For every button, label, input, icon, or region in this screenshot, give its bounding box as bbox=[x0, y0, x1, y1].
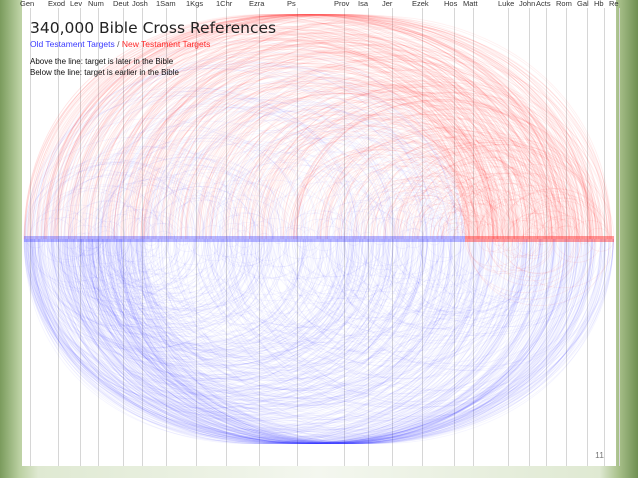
book-divider bbox=[98, 8, 99, 466]
book-label-ezra: Ezra bbox=[249, 0, 265, 8]
book-divider bbox=[30, 8, 31, 466]
book-label-num: Num bbox=[88, 0, 104, 8]
book-label-ps: Ps bbox=[287, 0, 296, 8]
book-divider bbox=[422, 8, 423, 466]
book-divider bbox=[546, 8, 547, 466]
book-label-exod: Exod bbox=[48, 0, 66, 8]
slide: Gen Exod Lev Num Deut Josh 1Sam 1Kgs 1Chr Ezra Ps P… bbox=[20, 0, 620, 466]
book-divider bbox=[196, 8, 197, 466]
book-label-isa: Isa bbox=[358, 0, 369, 8]
book-label-prov: Prov bbox=[334, 0, 350, 8]
book-label-lev: Lev bbox=[70, 0, 83, 8]
book-label-gen: Gen bbox=[20, 0, 35, 8]
note-above-line: Above the line: target is later in the B… bbox=[30, 57, 174, 66]
book-divider bbox=[529, 8, 530, 466]
book-divider bbox=[80, 8, 81, 466]
book-divider bbox=[166, 8, 167, 466]
book-divider bbox=[368, 8, 369, 466]
book-label-hb: Hb bbox=[594, 0, 604, 8]
book-label-re: Re bbox=[609, 0, 619, 8]
book-divider bbox=[226, 8, 227, 466]
book-label-acts: Acts bbox=[536, 0, 551, 8]
book-divider bbox=[123, 8, 124, 466]
legend-separator: / bbox=[114, 39, 122, 49]
book-label-gal: Gal bbox=[577, 0, 589, 8]
book-label-hos: Hos bbox=[444, 0, 458, 8]
book-label-luke: Luke bbox=[498, 0, 515, 8]
page-number: 11 bbox=[595, 450, 604, 460]
book-label-ezek: Ezek bbox=[412, 0, 429, 8]
book-divider bbox=[473, 8, 474, 466]
book-label-1sam: 1Sam bbox=[156, 0, 176, 8]
book-label-rom: Rom bbox=[556, 0, 572, 8]
legend-new-testament: New Testament Targets bbox=[121, 39, 211, 49]
arc-diagram bbox=[23, 14, 615, 444]
book-divider bbox=[508, 8, 509, 466]
book-label-1chr: 1Chr bbox=[216, 0, 233, 8]
book-divider bbox=[454, 8, 455, 466]
book-label-josh: Josh bbox=[132, 0, 148, 8]
legend-old-testament: Old Testament Targets bbox=[30, 39, 115, 49]
note-below-line: Below the line: target is earlier in the… bbox=[30, 68, 179, 77]
book-divider bbox=[566, 8, 567, 466]
book-label-1kgs: 1Kgs bbox=[186, 0, 204, 8]
book-divider bbox=[587, 8, 588, 466]
book-label-jer: Jer bbox=[382, 0, 393, 8]
book-label-john: John bbox=[519, 0, 536, 8]
book-divider bbox=[259, 8, 260, 466]
book-divider bbox=[344, 8, 345, 466]
book-label-deut: Deut bbox=[113, 0, 129, 8]
book-divider bbox=[392, 8, 393, 466]
book-label-matt: Matt bbox=[463, 0, 478, 8]
book-divider bbox=[619, 8, 620, 466]
book-divider bbox=[297, 8, 298, 466]
book-divider bbox=[604, 8, 605, 466]
legend: Old Testament Targets / New Testament Ta… bbox=[30, 39, 210, 49]
book-divider bbox=[142, 8, 143, 466]
book-divider bbox=[58, 8, 59, 466]
slide-title: 340,000 Bible Cross References bbox=[30, 19, 277, 37]
